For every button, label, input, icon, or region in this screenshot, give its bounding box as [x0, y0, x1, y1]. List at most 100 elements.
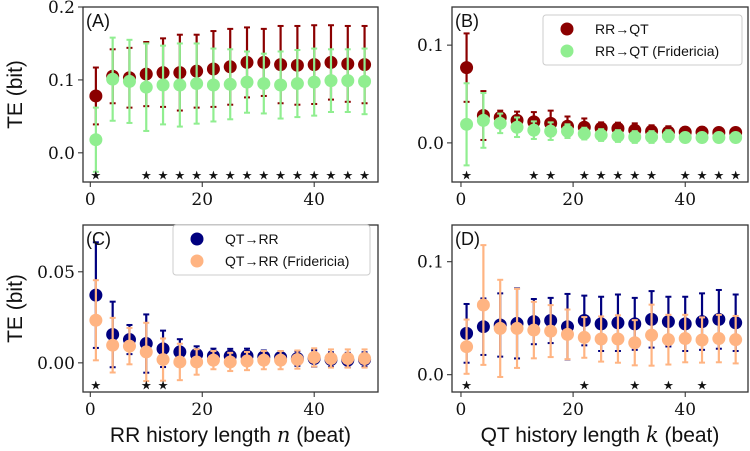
x-axis-label-part: (beat) [659, 424, 720, 447]
significance-star: ★ [630, 169, 640, 182]
y-tick-label: 0.0 [48, 144, 75, 164]
legend-marker [190, 232, 204, 246]
data-point [527, 323, 541, 337]
y-tick-label: 0.1 [417, 36, 444, 56]
x-axis-label: RR history length n (beat) [110, 423, 351, 447]
legend-marker [560, 44, 574, 58]
significance-star: ★ [697, 169, 707, 182]
data-point [695, 333, 709, 347]
panel-c: 0.00 0.05 0 20 40 ★ ★ ★ (C) QT→RR QT→RR (Friderici… [4, 224, 379, 447]
data-point [190, 355, 204, 369]
data-point [122, 74, 136, 88]
data-point [611, 332, 625, 346]
data-point [661, 129, 675, 143]
data-point [89, 313, 103, 327]
x-axis-label-part: (beat) [290, 424, 351, 447]
significance-star: ★ [192, 169, 202, 182]
data-point [645, 328, 659, 342]
data-point [695, 131, 709, 145]
data-point [544, 124, 558, 138]
x-tick-label: 40 [674, 400, 696, 420]
data-point [611, 129, 625, 143]
x-tick-label: 0 [456, 400, 467, 420]
series-1 [460, 244, 743, 378]
y-tick-label: 0.1 [417, 253, 444, 273]
series-1 [460, 82, 743, 167]
data-point [678, 131, 692, 145]
data-point [223, 355, 237, 369]
data-point [476, 113, 490, 127]
data-point [358, 74, 372, 88]
data-point [493, 321, 507, 335]
x-tick-label: 20 [562, 400, 584, 420]
legend-label: RR→QT [595, 21, 649, 37]
significance-star: ★ [141, 379, 151, 392]
legend-marker [190, 254, 204, 268]
data-point [324, 351, 338, 365]
data-point [560, 124, 574, 138]
data-point [341, 74, 355, 88]
data-point [661, 333, 675, 347]
x-tick-label: 20 [191, 400, 213, 420]
panel-d: 0.00.10 20 40★ ★ ★ ★ ★(D)QT history length k (… [417, 224, 749, 447]
series-1 [89, 279, 372, 383]
y-tick-label: 0.05 [37, 263, 75, 283]
significance-star: ★ [259, 169, 269, 182]
significance-star: ★ [276, 169, 286, 182]
significance-star: ★ [546, 169, 556, 182]
x-tick-label: 40 [674, 190, 696, 210]
data-point [307, 350, 321, 364]
data-point [729, 333, 743, 347]
data-point [290, 353, 304, 367]
data-point [206, 353, 220, 367]
data-point [106, 72, 120, 86]
data-point [577, 330, 591, 344]
significance-star: ★ [158, 379, 168, 392]
panel-label: (B) [455, 11, 479, 31]
x-axis-label-part: QT history length [481, 424, 646, 447]
legend-label: QT→RR (Fridericia) [225, 253, 349, 269]
data-point [460, 340, 474, 354]
data-point [307, 75, 321, 89]
x-axis-label: QT history length k (beat) [481, 423, 720, 447]
data-point [139, 345, 153, 359]
significance-star: ★ [326, 169, 336, 182]
data-point [645, 130, 659, 144]
significance-star: ★ [141, 169, 151, 182]
data-point [729, 131, 743, 145]
y-tick-label: 0.0 [417, 366, 444, 386]
plot-frame [451, 224, 749, 393]
data-point [139, 80, 153, 94]
significance-star: ★ [647, 169, 657, 182]
data-point [460, 61, 474, 75]
legend-label: RR→QT (Fridericia) [595, 43, 719, 59]
y-axis-label: TE (bit) [4, 274, 27, 343]
data-point [173, 78, 187, 92]
significance-star: ★ [462, 169, 472, 182]
y-tick-label: 0.1 [48, 71, 75, 91]
significance-star: ★ [731, 169, 741, 182]
panel-a: 0.00.10.20 20 40★ ★ ★ ★ ★ ★ ★ ★ ★ ★ ★ ★ ★ ★ ★(A)TE (bit) [4, 0, 379, 210]
data-point [594, 332, 608, 346]
data-point [173, 355, 187, 369]
data-point [678, 332, 692, 346]
significance-star: ★ [158, 169, 168, 182]
significance-star: ★ [529, 169, 539, 182]
significance-star: ★ [91, 379, 101, 392]
data-point [257, 353, 271, 367]
data-point [122, 339, 136, 353]
data-point [156, 353, 170, 367]
legend-marker [560, 22, 574, 36]
data-point [544, 324, 558, 338]
data-point [527, 123, 541, 137]
significance-star: ★ [680, 169, 690, 182]
x-axis-label-part: RR history length [110, 424, 277, 447]
y-tick-label: 0.00 [37, 354, 75, 374]
significance-star: ★ [579, 169, 589, 182]
significance-star: ★ [175, 169, 185, 182]
data-point [712, 332, 726, 346]
x-tick-label: 40 [303, 190, 325, 210]
data-point [341, 351, 355, 365]
legend: QT→RR QT→RR (Fridericia) [172, 224, 371, 276]
